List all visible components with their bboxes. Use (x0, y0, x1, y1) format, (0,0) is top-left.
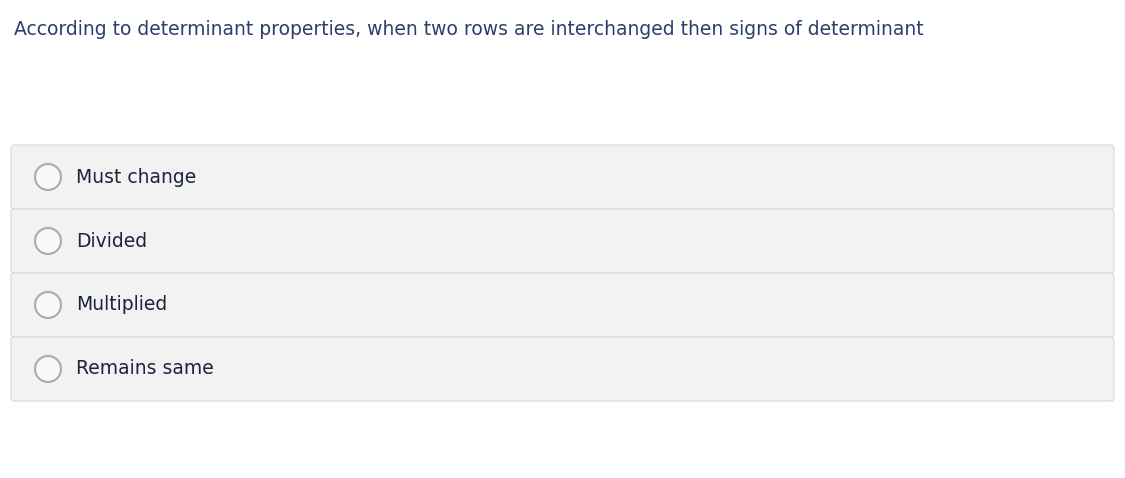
Text: According to determinant properties, when two rows are interchanged then signs o: According to determinant properties, whe… (14, 20, 924, 39)
Text: Remains same: Remains same (76, 359, 214, 379)
Ellipse shape (35, 164, 61, 190)
Text: Divided: Divided (76, 231, 147, 250)
FancyBboxPatch shape (11, 273, 1114, 337)
Text: Multiplied: Multiplied (76, 295, 168, 315)
Text: Must change: Must change (76, 167, 196, 186)
FancyBboxPatch shape (11, 145, 1114, 209)
FancyBboxPatch shape (11, 209, 1114, 273)
Ellipse shape (35, 228, 61, 254)
Ellipse shape (35, 292, 61, 318)
FancyBboxPatch shape (11, 337, 1114, 401)
Ellipse shape (35, 356, 61, 382)
